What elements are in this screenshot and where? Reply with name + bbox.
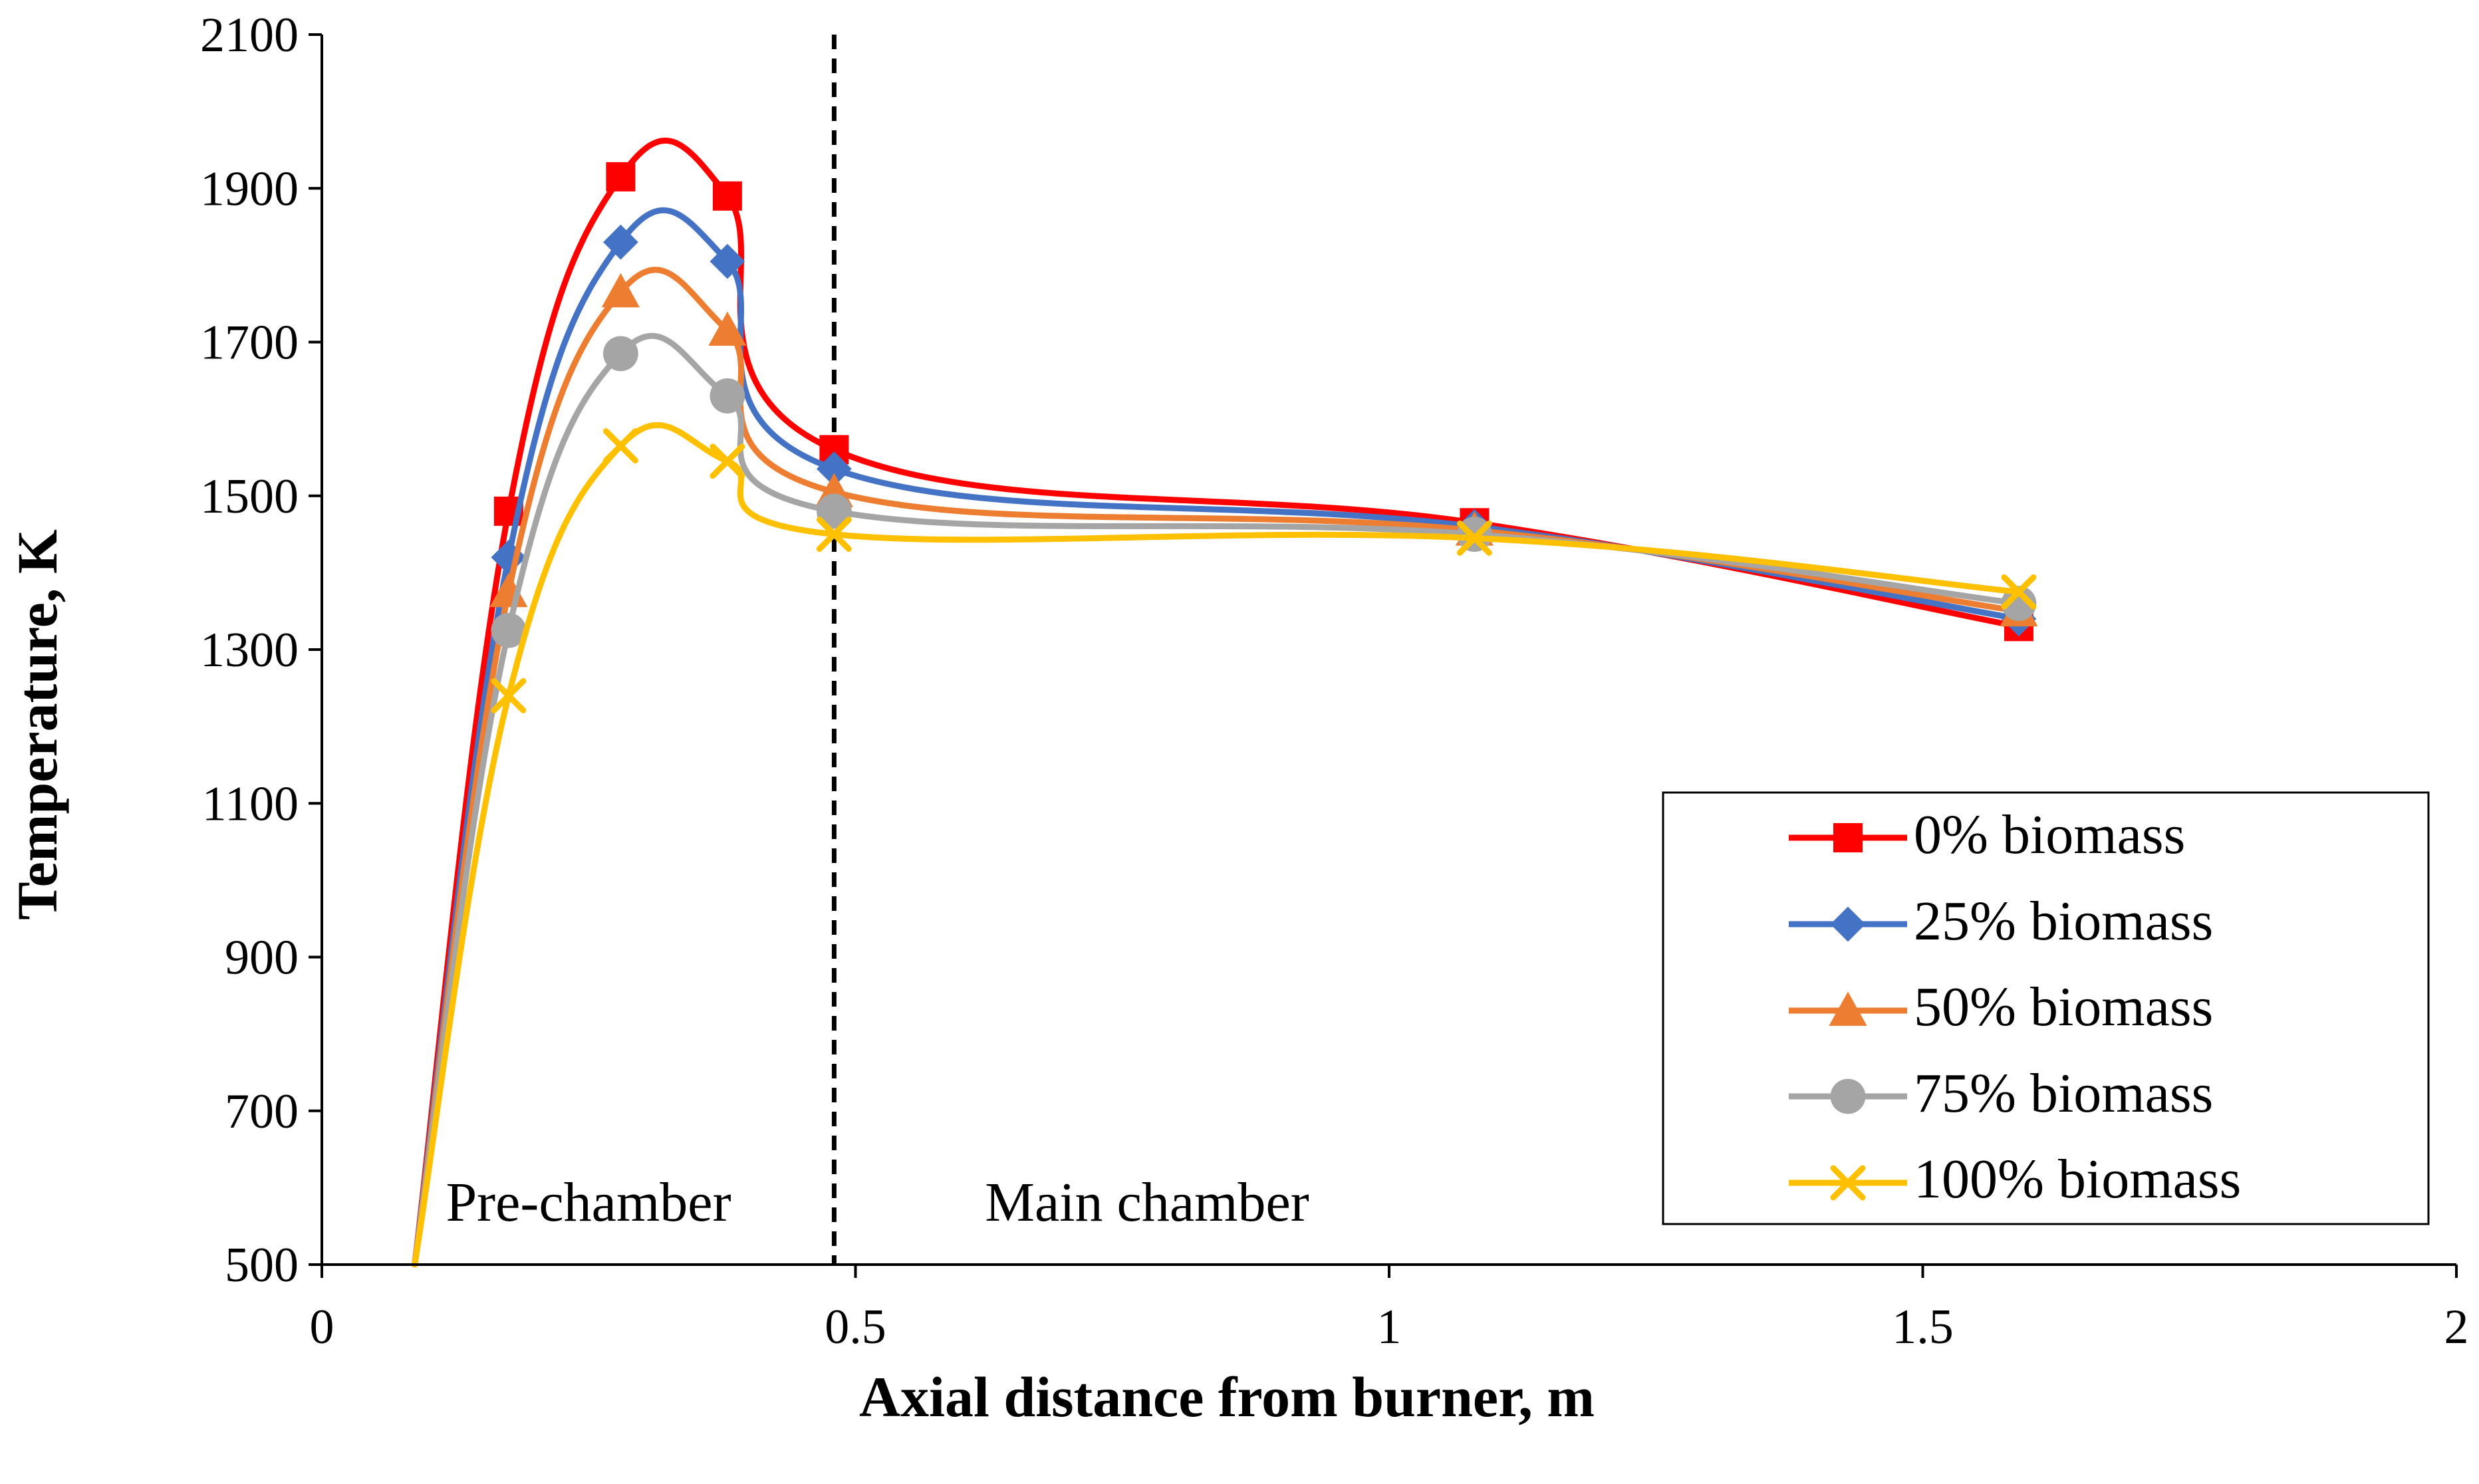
data-point-2-2 (601, 273, 640, 308)
data-point-4-2 (602, 428, 638, 464)
data-point-3-2 (603, 336, 638, 372)
data-point-4-4 (816, 517, 852, 553)
plot-area (412, 35, 2038, 1268)
y-tick-label: 1100 (202, 777, 299, 831)
y-tick-label: 1900 (200, 162, 299, 216)
y-tick-label: 2100 (200, 8, 299, 62)
legend-item-4 (1789, 1165, 1907, 1201)
y-tick-label: 500 (225, 1238, 299, 1293)
series-line-0 (412, 138, 2022, 1268)
data-point-1-2 (603, 224, 638, 260)
data-point-1-3 (710, 243, 745, 279)
legend-label-4: 100% biomass (1914, 1148, 2241, 1210)
legend-item-3 (1789, 1078, 1907, 1114)
annotation-pre-chamber: Pre-chamber (446, 1172, 731, 1233)
legend-marker-2 (1829, 991, 1867, 1026)
legend-label-0: 0% biomass (1914, 804, 2185, 866)
data-point-3-4 (817, 493, 852, 529)
legend-label-2: 50% biomass (1914, 976, 2213, 1038)
data-point-0-2 (606, 162, 636, 191)
axes: 500 700 900 1100 1300 1500 1700 1900 2100 0 0.5 1 1.… (200, 8, 2469, 1354)
data-point-4-5 (1456, 520, 1492, 556)
y-tick-label: 1500 (200, 469, 299, 524)
y-tick-label: 700 (225, 1084, 299, 1139)
legend-item-0 (1789, 823, 1907, 852)
legend-marker-4 (1830, 1165, 1866, 1201)
data-point-4-1 (491, 678, 527, 713)
data-point-3-3 (710, 378, 745, 414)
y-tick-label: 1300 (200, 623, 299, 678)
data-point-3-6 (2001, 586, 2037, 622)
data-point-4-6 (2001, 574, 2037, 610)
y-tick-label: 900 (225, 931, 299, 985)
annotation-main-chamber: Main chamber (985, 1172, 1309, 1233)
data-point-0-3 (712, 181, 742, 211)
x-tick-label: 0 (310, 1300, 334, 1354)
legend-item-2 (1789, 991, 1907, 1026)
legend-item-1 (1789, 906, 1907, 942)
data-point-3-1 (491, 612, 527, 648)
legend-label-1: 25% biomass (1914, 890, 2213, 952)
series-4 (412, 422, 2037, 1268)
data-point-4-3 (710, 443, 745, 479)
y-axis-title: Temperature, K (5, 529, 69, 920)
x-tick-label: 2 (2444, 1300, 2469, 1354)
series-line-4 (412, 422, 2022, 1268)
legend-marker-1 (1830, 906, 1866, 942)
data-point-1-4 (817, 451, 852, 487)
x-axis-title: Axial distance from burner, m (859, 1365, 1595, 1429)
x-tick-label: 0.5 (825, 1300, 886, 1354)
data-point-2-3 (708, 311, 747, 346)
y-tick-label: 1700 (200, 316, 299, 370)
legend-marker-3 (1830, 1078, 1866, 1114)
legend-marker-0 (1833, 823, 1863, 852)
legend-label-3: 75% biomass (1914, 1062, 2213, 1124)
x-tick-label: 1 (1377, 1300, 1402, 1354)
x-tick-label: 1.5 (1892, 1300, 1954, 1354)
legend: 0% biomass 25% biomass 50% biomass 75% b… (1662, 791, 2430, 1225)
